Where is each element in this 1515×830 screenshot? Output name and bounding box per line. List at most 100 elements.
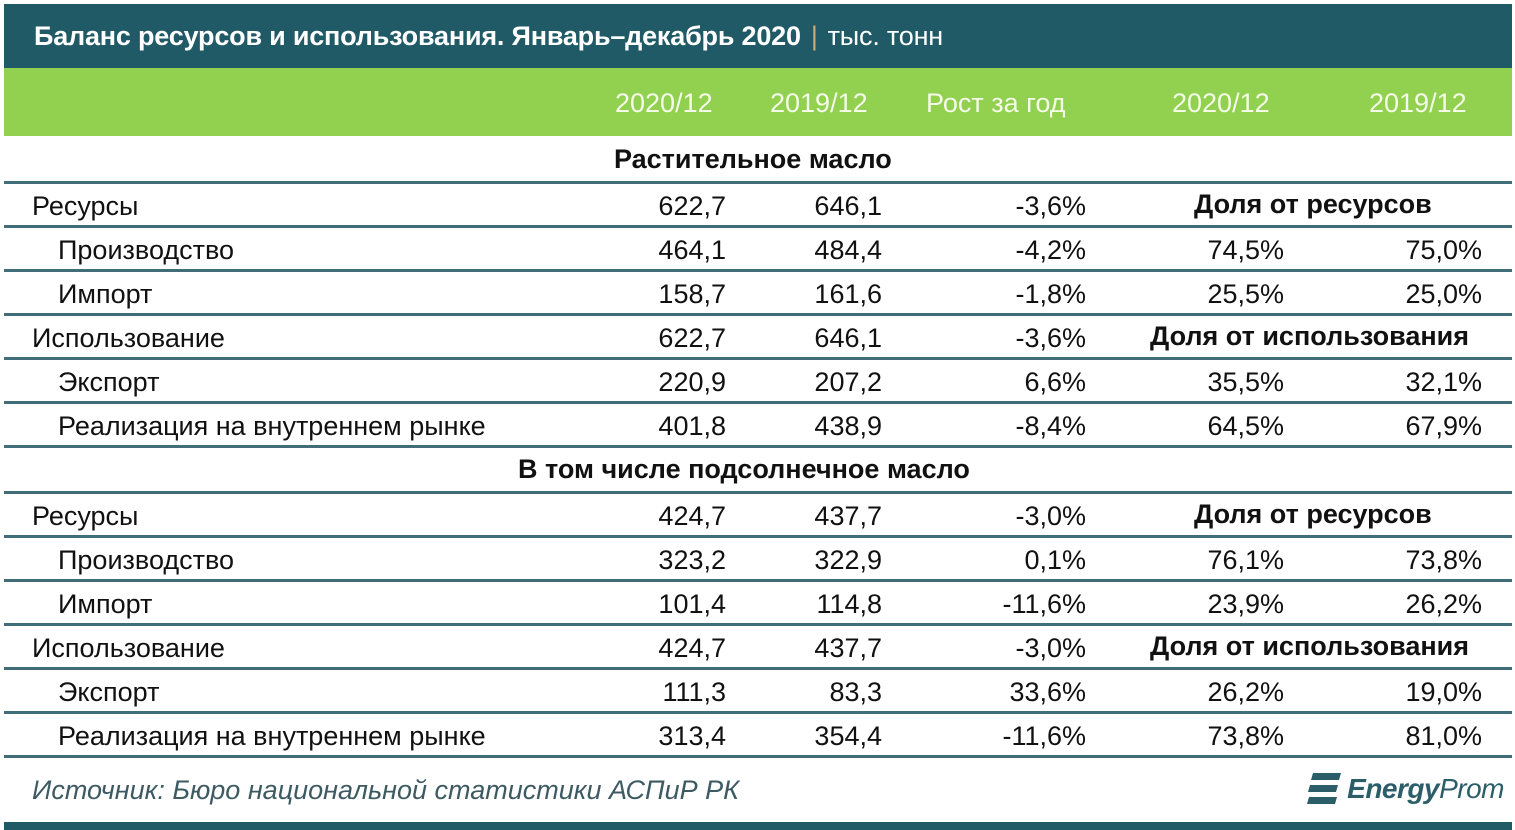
value-2019: 114,8 bbox=[816, 589, 882, 619]
value-growth: 0,1% bbox=[1024, 545, 1086, 575]
row-label: Импорт bbox=[58, 589, 153, 619]
value-growth: -4,2% bbox=[1015, 235, 1086, 265]
section-title-text: Растительное масло bbox=[614, 144, 892, 174]
logo-text-bold: Energy bbox=[1347, 773, 1440, 804]
share-2019: 32,1% bbox=[1405, 367, 1482, 397]
share-2020: 74,5% bbox=[1207, 235, 1284, 265]
header-share-2019-12: 2019/12 bbox=[1369, 88, 1467, 118]
value-2020: 464,1 bbox=[658, 235, 726, 265]
table-row: Ресурсы 622,7 646,1 -3,6% Доля от ресурс… bbox=[4, 184, 1512, 228]
balance-table: Растительное масло Ресурсы 622,7 646,1 -… bbox=[4, 138, 1512, 758]
value-2019: 484,4 bbox=[814, 235, 882, 265]
row-label: Реализация на внутреннем рынке bbox=[58, 411, 486, 441]
table-row: Реализация на внутреннем рынке 313,4 354… bbox=[4, 714, 1512, 758]
table-row: Ресурсы 424,7 437,7 -3,0% Доля от ресурс… bbox=[4, 494, 1512, 538]
row-label: Экспорт bbox=[58, 677, 160, 707]
table-row: Импорт 158,7 161,6 -1,8% 25,5% 25,0% bbox=[4, 272, 1512, 316]
value-2019: 322,9 bbox=[814, 545, 882, 575]
source-note: Источник: Бюро национальной статистики А… bbox=[32, 775, 740, 805]
share-2020: 23,9% bbox=[1207, 589, 1284, 619]
logo-wordmark: EnergyProm bbox=[1347, 773, 1504, 805]
value-2020: 158,7 bbox=[658, 279, 726, 309]
share-2019: 67,9% bbox=[1405, 411, 1482, 441]
value-2020: 424,7 bbox=[658, 501, 726, 531]
value-growth: 33,6% bbox=[1009, 677, 1086, 707]
table-row: Экспорт 111,3 83,3 33,6% 26,2% 19,0% bbox=[4, 670, 1512, 714]
energyprom-logo: EnergyProm bbox=[1307, 773, 1504, 805]
table-row: Импорт 101,4 114,8 -11,6% 23,9% 26,2% bbox=[4, 582, 1512, 626]
share-2020: 73,8% bbox=[1207, 721, 1284, 751]
table-footer: Источник: Бюро национальной статистики А… bbox=[4, 755, 1512, 823]
share-2019: 19,0% bbox=[1405, 677, 1482, 707]
row-label: Использование bbox=[32, 323, 225, 353]
value-growth: -8,4% bbox=[1015, 411, 1086, 441]
share-2020: 76,1% bbox=[1207, 545, 1284, 575]
value-2020: 313,4 bbox=[658, 721, 726, 751]
value-2020: 101,4 bbox=[658, 589, 726, 619]
section-title-text: В том числе подсолнечное масло bbox=[518, 454, 970, 484]
row-label: Реализация на внутреннем рынке bbox=[58, 721, 486, 751]
table-title-bar: Баланс ресурсов и использования. Январь–… bbox=[4, 4, 1512, 68]
row-label: Экспорт bbox=[58, 367, 160, 397]
header-share-2020-12: 2020/12 bbox=[1172, 88, 1270, 118]
column-header-row: 2020/12 2019/12 Рост за год 2020/12 2019… bbox=[4, 68, 1512, 136]
share-2020: 64,5% bbox=[1207, 411, 1284, 441]
share-2019: 81,0% bbox=[1405, 721, 1482, 751]
value-growth: -3,6% bbox=[1015, 191, 1086, 221]
table-row: Экспорт 220,9 207,2 6,6% 35,5% 32,1% bbox=[4, 360, 1512, 404]
table-row: Реализация на внутреннем рынке 401,8 438… bbox=[4, 404, 1512, 448]
share-2020: 35,5% bbox=[1207, 367, 1284, 397]
share-2020: 25,5% bbox=[1207, 279, 1284, 309]
share-heading: Доля от ресурсов bbox=[1194, 499, 1432, 529]
value-2019: 437,7 bbox=[814, 501, 882, 531]
header-2019-12: 2019/12 bbox=[770, 88, 868, 118]
logo-text-light: Prom bbox=[1439, 773, 1504, 804]
value-2020: 424,7 bbox=[658, 633, 726, 663]
row-label: Ресурсы bbox=[32, 191, 139, 221]
value-growth: -3,0% bbox=[1015, 633, 1086, 663]
value-2020: 622,7 bbox=[658, 191, 726, 221]
value-growth: -3,0% bbox=[1015, 501, 1086, 531]
section-title-sunflower-oil: В том числе подсолнечное масло bbox=[4, 448, 1512, 494]
value-growth: -3,6% bbox=[1015, 323, 1086, 353]
value-2019: 646,1 bbox=[814, 191, 882, 221]
share-2020: 26,2% bbox=[1207, 677, 1284, 707]
share-2019: 25,0% bbox=[1405, 279, 1482, 309]
share-heading: Доля от использования bbox=[1150, 631, 1469, 661]
value-2019: 646,1 bbox=[814, 323, 882, 353]
header-2020-12: 2020/12 bbox=[615, 88, 713, 118]
table-row: Производство 323,2 322,9 0,1% 76,1% 73,8… bbox=[4, 538, 1512, 582]
energyprom-stripes-icon bbox=[1307, 773, 1342, 804]
title-separator: | bbox=[810, 20, 818, 51]
value-growth: -11,6% bbox=[1002, 589, 1086, 619]
header-growth: Рост за год bbox=[926, 88, 1066, 118]
row-label: Производство bbox=[58, 235, 235, 265]
value-2020: 111,3 bbox=[662, 677, 726, 707]
value-2020: 220,9 bbox=[658, 367, 726, 397]
row-label: Производство bbox=[58, 545, 235, 575]
value-2019: 83,3 bbox=[829, 677, 882, 707]
row-label: Ресурсы bbox=[32, 501, 139, 531]
table-row: Производство 464,1 484,4 -4,2% 74,5% 75,… bbox=[4, 228, 1512, 272]
value-2020: 622,7 bbox=[658, 323, 726, 353]
row-label: Импорт bbox=[58, 279, 153, 309]
value-2019: 437,7 bbox=[814, 633, 882, 663]
section-title-vegetable-oil: Растительное масло bbox=[4, 138, 1512, 184]
bottom-bar bbox=[4, 822, 1512, 830]
value-2020: 401,8 bbox=[658, 411, 726, 441]
value-2019: 207,2 bbox=[814, 367, 882, 397]
share-2019: 75,0% bbox=[1405, 235, 1482, 265]
share-heading: Доля от ресурсов bbox=[1194, 189, 1432, 219]
share-heading: Доля от использования bbox=[1150, 321, 1469, 351]
value-growth: 6,6% bbox=[1024, 367, 1086, 397]
value-2019: 354,4 bbox=[814, 721, 882, 751]
value-growth: -11,6% bbox=[1002, 721, 1086, 751]
value-2020: 323,2 bbox=[658, 545, 726, 575]
table-title: Баланс ресурсов и использования. Январь–… bbox=[34, 20, 801, 51]
table-row: Использование 424,7 437,7 -3,0% Доля от … bbox=[4, 626, 1512, 670]
value-growth: -1,8% bbox=[1015, 279, 1086, 309]
value-2019: 438,9 bbox=[814, 411, 882, 441]
table-row: Использование 622,7 646,1 -3,6% Доля от … bbox=[4, 316, 1512, 360]
value-2019: 161,6 bbox=[814, 279, 882, 309]
row-label: Использование bbox=[32, 633, 225, 663]
